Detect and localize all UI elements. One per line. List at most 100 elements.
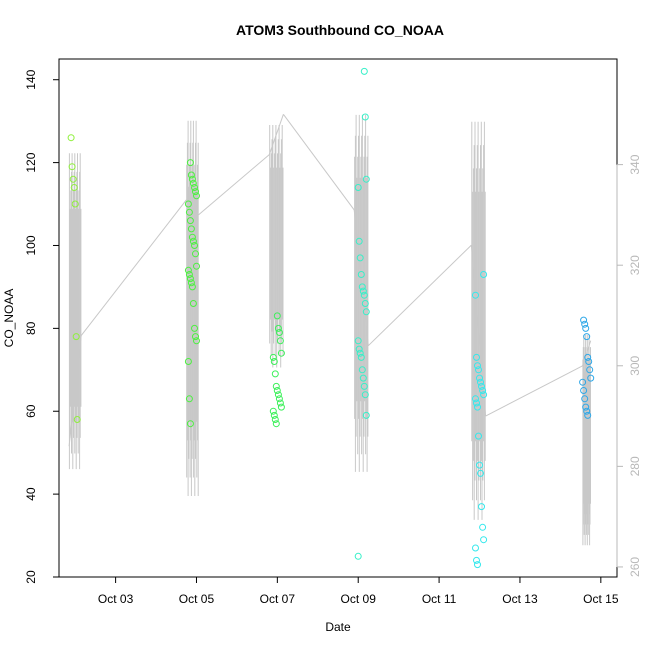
y-tick-label: 100 bbox=[24, 235, 38, 255]
data-point bbox=[474, 561, 481, 569]
data-point bbox=[187, 171, 195, 179]
data-point bbox=[270, 358, 278, 365]
data-point bbox=[186, 217, 194, 225]
data-point bbox=[359, 287, 367, 295]
y-axis-label: CO_NOAA bbox=[2, 289, 16, 348]
data-point bbox=[587, 374, 595, 382]
data-point bbox=[477, 469, 484, 477]
data-point bbox=[71, 200, 79, 208]
data-point bbox=[276, 337, 284, 345]
data-point bbox=[362, 411, 370, 419]
data-point bbox=[480, 391, 488, 399]
data-point bbox=[191, 242, 198, 249]
data-point bbox=[271, 370, 279, 378]
data-point bbox=[356, 349, 364, 357]
data-point bbox=[357, 353, 365, 361]
data-point bbox=[580, 387, 588, 394]
data-point bbox=[480, 271, 488, 278]
data-point bbox=[354, 552, 362, 560]
data-point bbox=[580, 316, 588, 324]
data-point bbox=[277, 403, 285, 411]
data-point bbox=[69, 175, 77, 183]
data-point bbox=[477, 378, 484, 386]
data-point bbox=[193, 192, 200, 200]
data-point bbox=[274, 391, 282, 399]
data-point bbox=[68, 163, 76, 171]
data-point bbox=[472, 544, 479, 552]
data-point bbox=[581, 320, 589, 328]
data-point bbox=[362, 308, 370, 316]
y-axis-right: 260 280 300 320 340 bbox=[616, 154, 642, 577]
data-point bbox=[273, 312, 281, 320]
data-point bbox=[475, 432, 482, 440]
data-point bbox=[275, 395, 283, 403]
data-point bbox=[187, 225, 195, 233]
data-point bbox=[67, 134, 75, 142]
y-right-tick-label: 260 bbox=[628, 557, 642, 577]
x-tick-label: Oct 07 bbox=[260, 592, 296, 606]
data-point bbox=[354, 184, 362, 191]
data-point bbox=[584, 353, 592, 361]
data-point bbox=[193, 262, 200, 270]
data-point bbox=[193, 337, 200, 345]
x-axis-label: Date bbox=[325, 620, 351, 634]
data-point bbox=[583, 333, 591, 341]
y-right-tick-label: 280 bbox=[628, 456, 642, 476]
y-right-tick-label: 320 bbox=[628, 255, 642, 275]
data-point bbox=[584, 411, 592, 419]
data-point bbox=[277, 349, 285, 357]
data-point bbox=[361, 391, 369, 399]
x-axis: Oct 03 Oct 05 Oct 07 Oct 09 Oct 11 Oct 13 Oct … bbox=[98, 576, 619, 606]
chart-title: ATOM3 Southbound CO_NOAA bbox=[236, 22, 444, 38]
y-right-tick-label: 340 bbox=[628, 154, 642, 174]
data-point bbox=[478, 382, 485, 390]
y-tick-label: 60 bbox=[24, 404, 38, 418]
secondary-segment bbox=[198, 154, 270, 216]
data-point bbox=[70, 184, 78, 191]
data-point bbox=[474, 403, 481, 411]
data-point bbox=[189, 237, 197, 245]
data-point bbox=[272, 382, 280, 390]
data-point bbox=[472, 291, 479, 299]
data-point bbox=[579, 378, 587, 386]
data-point bbox=[354, 337, 362, 345]
x-tick-label: Oct 05 bbox=[179, 592, 215, 606]
data-point bbox=[360, 67, 368, 75]
data-point bbox=[186, 159, 194, 167]
data-point bbox=[192, 333, 199, 341]
data-point bbox=[362, 175, 370, 183]
data-point bbox=[72, 333, 80, 341]
y-tick-label: 120 bbox=[24, 152, 38, 172]
data-point bbox=[192, 188, 199, 196]
data-point bbox=[581, 395, 589, 403]
data-point bbox=[184, 200, 192, 208]
data-point bbox=[583, 407, 591, 415]
y-right-tick-label: 300 bbox=[628, 355, 642, 375]
data-point bbox=[582, 324, 590, 332]
data-point bbox=[475, 366, 482, 374]
data-point bbox=[476, 461, 483, 469]
data-point bbox=[272, 420, 280, 428]
secondary-segment bbox=[80, 199, 187, 336]
data-point bbox=[473, 399, 480, 407]
data-point bbox=[356, 254, 364, 262]
data-point bbox=[274, 324, 282, 332]
y-axis: 20 40 60 80 100 120 140 bbox=[24, 69, 60, 584]
data-point bbox=[361, 113, 369, 121]
data-point bbox=[191, 324, 198, 332]
data-point bbox=[188, 283, 196, 291]
data-point bbox=[185, 271, 193, 278]
data-point bbox=[184, 266, 192, 274]
data-point bbox=[191, 184, 198, 191]
data-point bbox=[479, 387, 487, 394]
data-point bbox=[359, 374, 367, 382]
data-point bbox=[355, 345, 363, 353]
data-point bbox=[189, 179, 197, 187]
data-point bbox=[357, 271, 365, 278]
data-point bbox=[186, 420, 194, 428]
data-point bbox=[473, 556, 480, 564]
x-tick-label: Oct 11 bbox=[422, 592, 457, 606]
data-point bbox=[478, 503, 485, 511]
data-point bbox=[270, 411, 278, 419]
data-point bbox=[271, 416, 279, 423]
